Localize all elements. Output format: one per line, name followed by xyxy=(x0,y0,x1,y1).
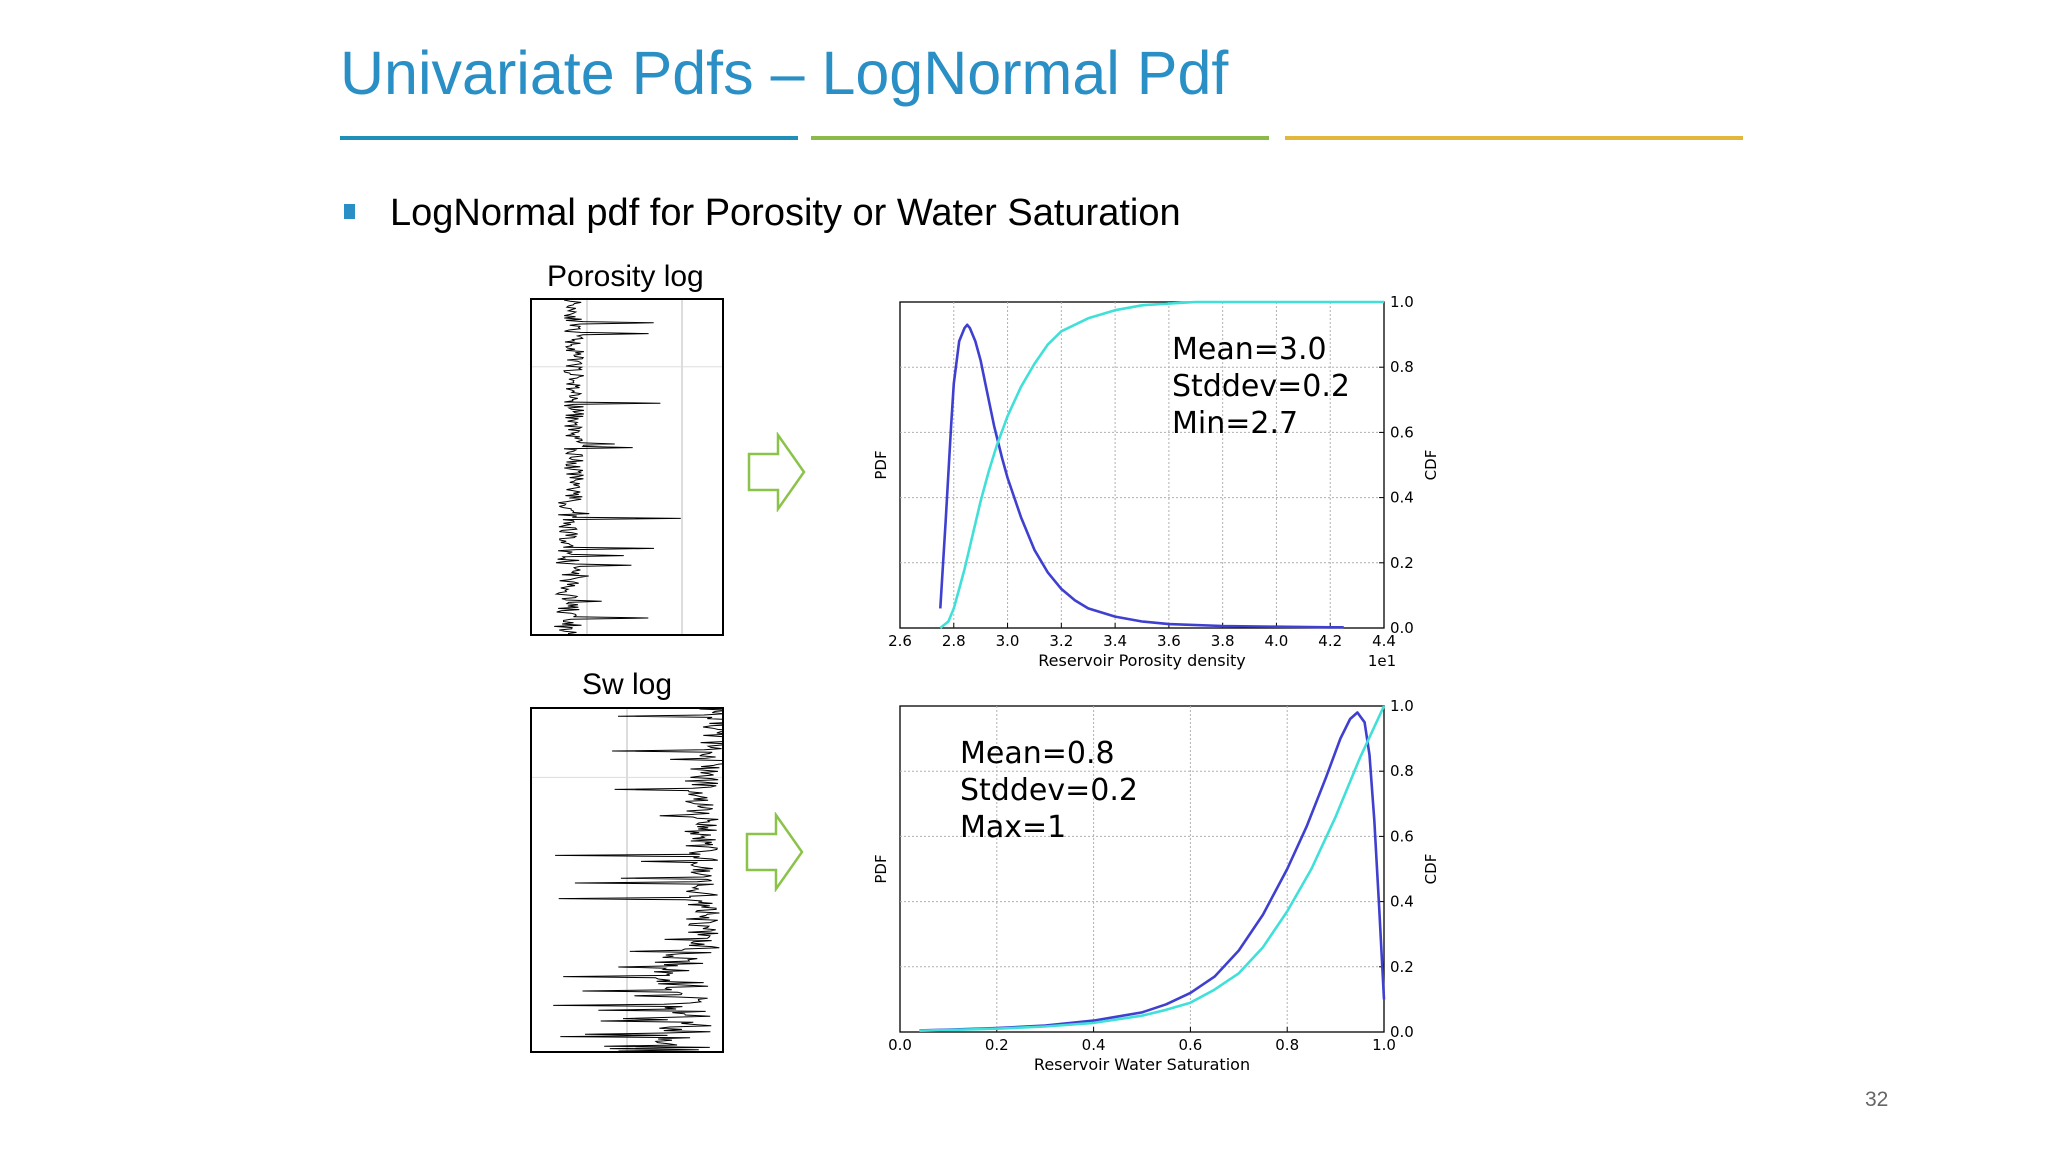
y-tick-label-right: 0.2 xyxy=(1390,958,1414,976)
x-tick-label: 0.2 xyxy=(985,1036,1009,1054)
x-tick-label: 3.0 xyxy=(996,632,1020,650)
x-tick-label: 0.0 xyxy=(888,1036,912,1054)
cdf-line xyxy=(939,300,1384,630)
porosity-chart: 2.6 2.8 3.0 3.2 3.4 3.6 3.8 4.0 4.2 4.4 0.0 0.2 0.4 0… xyxy=(860,290,1460,680)
cdf-line xyxy=(919,705,1386,1032)
y-tick-label-right: 1.0 xyxy=(1390,293,1414,311)
y-tick-label-right: 0.8 xyxy=(1390,358,1414,376)
porosity-log-label: Porosity log xyxy=(547,260,704,293)
x-axis-label: Reservoir Water Saturation xyxy=(1034,1055,1250,1074)
y-tick-label-right: 0.6 xyxy=(1390,423,1414,441)
slide-title: Univariate Pdfs – LogNormal Pdf xyxy=(340,39,1229,107)
stats-annotation: Max=1 xyxy=(960,810,1066,845)
x-tick-label: 4.0 xyxy=(1265,632,1289,650)
x-tick-label: 1.0 xyxy=(1372,1036,1396,1054)
water-saturation-chart-svg: 0.0 0.2 0.4 0.6 0.8 1.00.00.20.40.60.81.0Rese… xyxy=(872,697,1440,1074)
sw-log-trace xyxy=(532,709,722,1051)
stats-annotation: Stddev=0.2 xyxy=(1172,369,1350,404)
sw-log-panel xyxy=(530,707,724,1053)
x-tick-label: 0.4 xyxy=(1082,1036,1106,1054)
x-offset-text: 1e1 xyxy=(1368,652,1396,670)
pdf-line xyxy=(939,323,1344,629)
x-tick-label: 3.6 xyxy=(1157,632,1181,650)
page-number: 32 xyxy=(1865,1088,1889,1111)
y-tick-label-right: 0.8 xyxy=(1390,762,1414,780)
y-axis-label-left: PDF xyxy=(872,450,890,479)
title-rule-green xyxy=(811,136,1269,140)
x-axis-label: Reservoir Porosity density xyxy=(1038,651,1246,670)
x-tick-label: 3.8 xyxy=(1211,632,1235,650)
stats-annotation: Min=2.7 xyxy=(1172,406,1298,441)
sw-log-label: Sw log xyxy=(582,668,673,701)
stats-annotation: Mean=3.0 xyxy=(1172,332,1327,367)
y-tick-label-right: 1.0 xyxy=(1390,697,1414,715)
y-axis-label-right: CDF xyxy=(1422,854,1440,885)
y-tick-label-right: 0.0 xyxy=(1390,619,1414,637)
y-tick-label-right: 0.6 xyxy=(1390,827,1414,845)
x-tick-label: 4.4 xyxy=(1372,632,1396,650)
water-saturation-chart: 0.0 0.2 0.4 0.6 0.8 1.0 0.0 0.2 0.4 0.6 0.8 1.0 Rese… xyxy=(860,694,1460,1084)
bullet-marker xyxy=(344,204,355,219)
x-tick-label: 2.8 xyxy=(942,632,966,650)
y-tick-label-right: 0.2 xyxy=(1390,554,1414,572)
y-axis-label-left: PDF xyxy=(872,854,890,883)
y-tick-label-right: 0.4 xyxy=(1390,489,1414,507)
arrow-right-icon xyxy=(747,432,806,512)
x-tick-label: 0.8 xyxy=(1275,1036,1299,1054)
porosity-chart-svg: 2.6 2.8 3.0 3.2 3.4 3.6 3.8 4.0 4.2 4.40.0 0.2 0.4 0… xyxy=(872,293,1440,670)
stats-annotation: Stddev=0.2 xyxy=(960,773,1138,808)
log-curve xyxy=(554,300,681,634)
x-tick-label: 4.2 xyxy=(1318,632,1342,650)
x-tick-label: 3.4 xyxy=(1103,632,1127,650)
porosity-log-trace xyxy=(532,300,722,634)
porosity-log-panel xyxy=(530,298,724,636)
plot-frame xyxy=(899,705,1385,1033)
bullet-text: LogNormal pdf for Porosity or Water Satu… xyxy=(390,192,1181,234)
y-tick-label-right: 0.0 xyxy=(1390,1023,1414,1041)
pdf-line xyxy=(919,711,1386,1032)
log-curve xyxy=(553,709,722,1051)
x-tick-label: 0.6 xyxy=(1178,1036,1202,1054)
x-tick-label: 3.2 xyxy=(1049,632,1073,650)
y-tick-label-right: 0.4 xyxy=(1390,893,1414,911)
title-rule-blue xyxy=(340,136,798,140)
title-rule-yellow xyxy=(1285,136,1743,140)
x-tick-label: 2.6 xyxy=(888,632,912,650)
stats-annotation: Mean=0.8 xyxy=(960,736,1115,771)
y-axis-label-right: CDF xyxy=(1422,450,1440,481)
arrow-right-icon xyxy=(745,812,804,892)
